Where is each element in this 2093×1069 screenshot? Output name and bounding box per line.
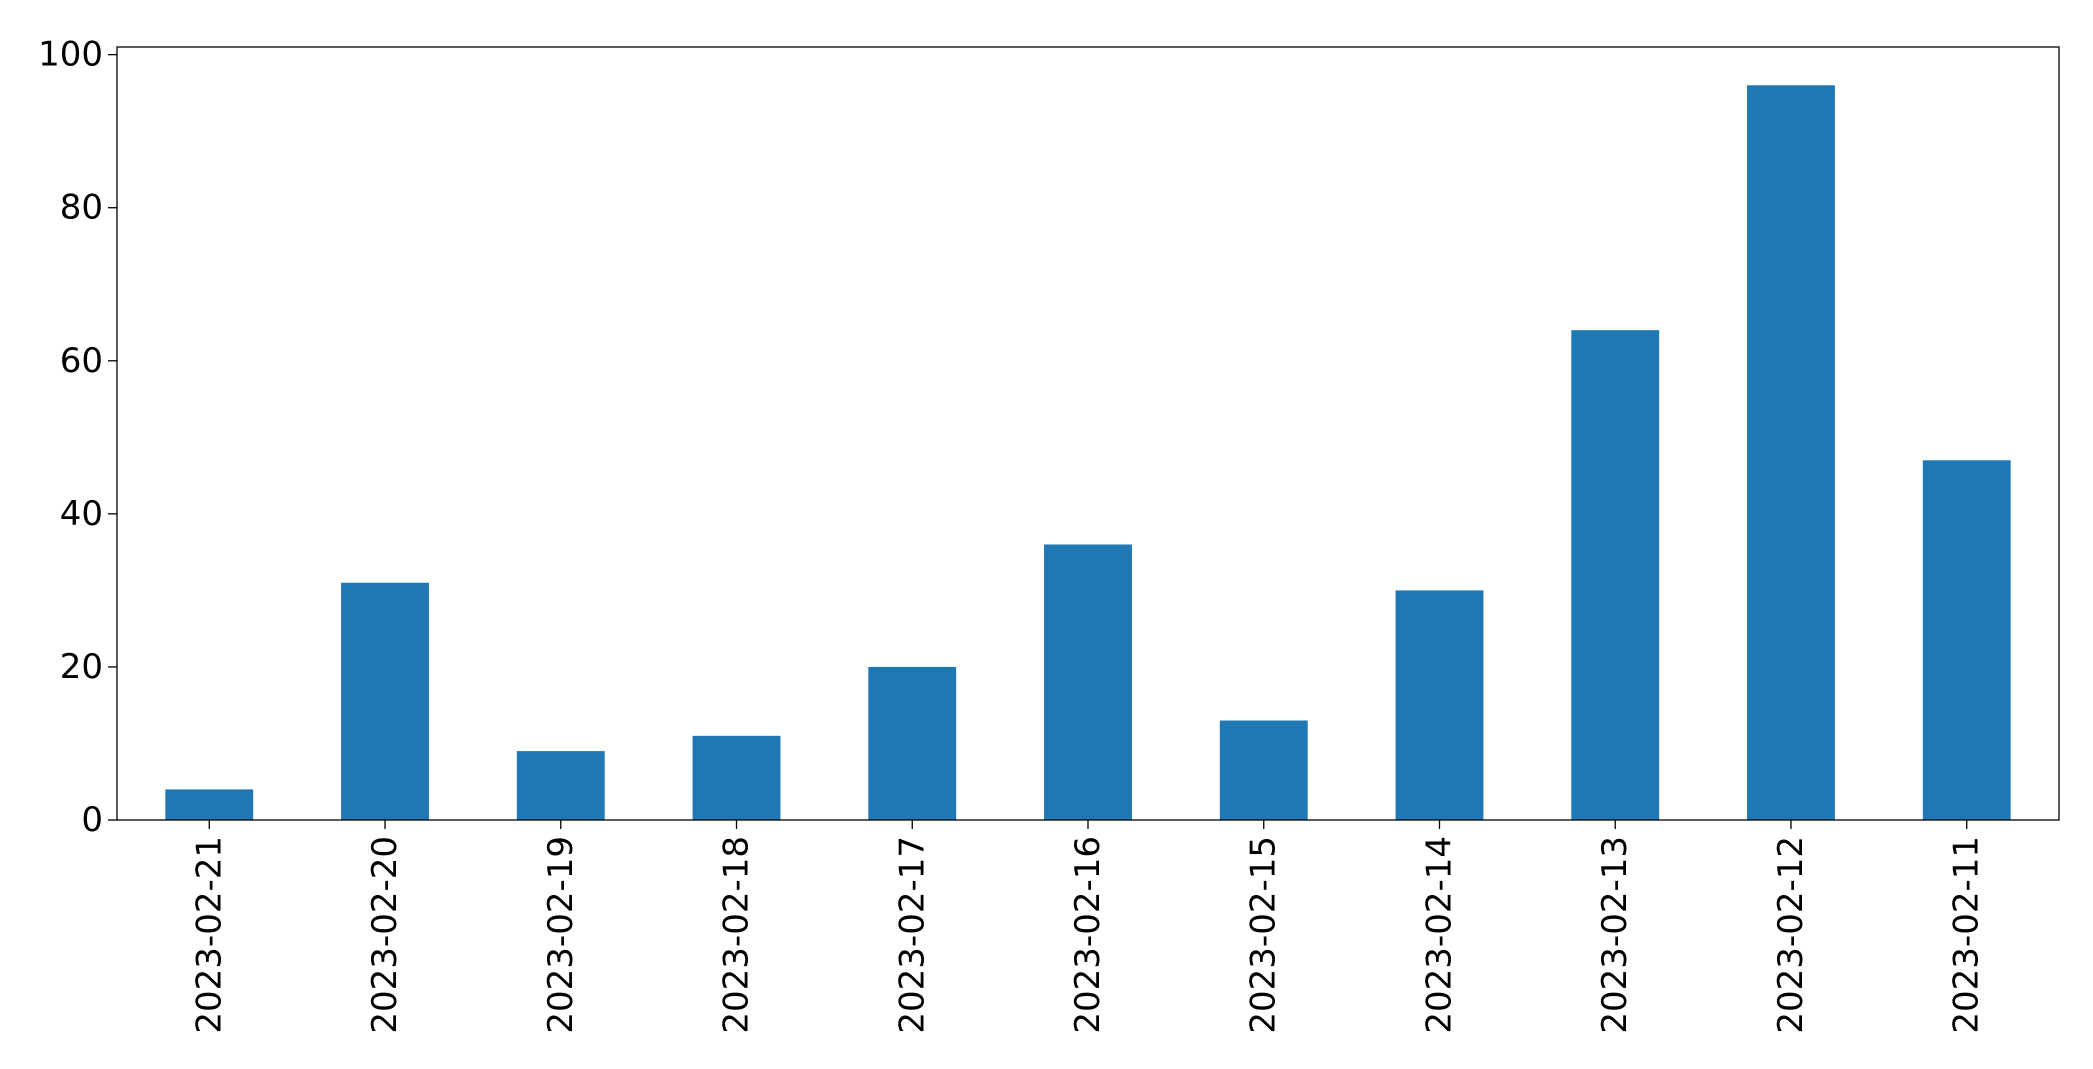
x-tick-label: 2023-02-13 <box>1595 836 1635 1034</box>
x-tick-label: 2023-02-18 <box>717 836 757 1034</box>
y-tick-label: 60 <box>60 341 103 381</box>
bar-2023-02-21 <box>165 789 254 820</box>
x-tick-label: 2023-02-12 <box>1771 836 1811 1034</box>
x-tick-label: 2023-02-15 <box>1244 836 1284 1034</box>
bar-2023-02-14 <box>1395 590 1484 820</box>
x-tick-label: 2023-02-11 <box>1947 836 1987 1034</box>
y-tick-label: 100 <box>38 35 103 75</box>
x-tick-label: 2023-02-14 <box>1419 836 1459 1034</box>
y-tick-label: 80 <box>60 188 103 228</box>
x-tick-label: 2023-02-19 <box>541 836 581 1034</box>
x-tick-label: 2023-02-16 <box>1068 836 1108 1034</box>
y-tick-label: 0 <box>81 800 103 840</box>
bar-2023-02-17 <box>868 666 957 820</box>
x-tick-label: 2023-02-20 <box>365 836 405 1034</box>
x-tick-label: 2023-02-17 <box>892 836 932 1034</box>
y-axis: 0 20 40 60 80 100 <box>38 35 117 840</box>
bar-2023-02-13 <box>1571 330 1660 820</box>
bar-2023-02-11 <box>1922 460 2011 820</box>
plot-frame <box>116 46 2060 821</box>
bar-2023-02-19 <box>516 751 605 820</box>
bar-2023-02-18 <box>692 735 781 820</box>
bar-2023-02-16 <box>1044 544 1132 820</box>
bars-group <box>165 85 2011 820</box>
y-tick-label: 20 <box>60 647 103 687</box>
bar-2023-02-15 <box>1219 720 1308 820</box>
bar-2023-02-12 <box>1747 85 1835 820</box>
y-tick-label: 40 <box>60 494 103 534</box>
x-axis: 2023-02-21 2023-02-20 2023-02-19 2023-02-18… <box>189 820 1987 1034</box>
bar-2023-02-20 <box>341 582 429 820</box>
x-tick-label: 2023-02-21 <box>189 836 229 1034</box>
